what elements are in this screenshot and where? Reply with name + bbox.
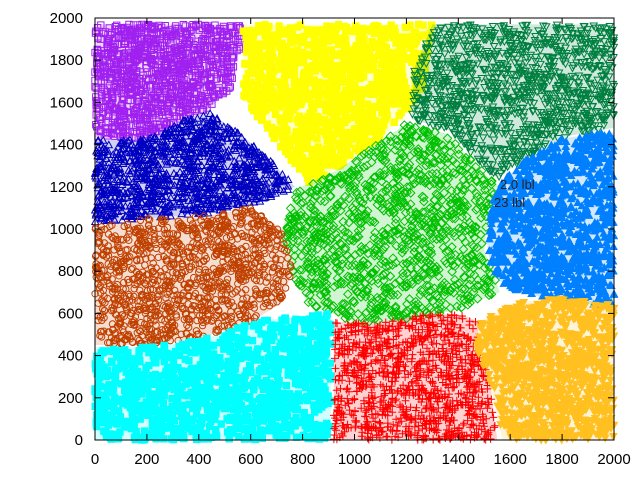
x-tick-label: 1200 <box>390 451 423 468</box>
x-tick-label: 200 <box>134 451 159 468</box>
y-tick-label: 800 <box>58 263 83 280</box>
x-tick-label: 600 <box>238 451 263 468</box>
series-10-points <box>472 295 619 445</box>
series-7-markers <box>91 204 295 349</box>
series-3-points <box>408 21 619 182</box>
x-tick-label: 2000 <box>597 451 630 468</box>
x-tick-label: 400 <box>186 451 211 468</box>
tick-labels: 0 200 400 600 800 1000 1200 1400 1600 1800 2000 0 20… <box>50 10 631 468</box>
y-tick-label: 1000 <box>50 221 83 238</box>
series-9-markers <box>329 311 499 444</box>
x-tick-label: 800 <box>290 451 315 468</box>
y-tick-label: 200 <box>58 390 83 407</box>
annotation-2: 23 lbl <box>494 195 525 210</box>
annotation-1: 2.0 lbl <box>500 177 535 192</box>
y-tick-label: 1400 <box>50 137 83 154</box>
y-tick-label: 400 <box>58 348 83 365</box>
y-tick-label: 0 <box>75 432 83 449</box>
x-tick-label: 0 <box>91 451 99 468</box>
series-6-markers <box>484 128 619 309</box>
series-8-markers <box>91 310 335 444</box>
y-tick-label: 2000 <box>50 10 83 27</box>
x-tick-label: 1600 <box>494 451 527 468</box>
x-tick-label: 1000 <box>338 451 371 468</box>
series-5-points <box>279 120 501 327</box>
y-tick-label: 600 <box>58 305 83 322</box>
y-tick-label: 1800 <box>50 52 83 69</box>
y-tick-label: 1200 <box>50 179 83 196</box>
y-tick-label: 1600 <box>50 94 83 111</box>
series-8-points <box>91 310 335 444</box>
series-3-markers <box>408 21 619 182</box>
x-tick-label: 1800 <box>545 451 578 468</box>
axes <box>94 17 615 441</box>
series-6-points <box>484 128 619 309</box>
series-10-markers <box>472 295 619 445</box>
series-7-points <box>91 204 295 349</box>
series-9-points <box>329 311 499 444</box>
series-5-markers <box>279 120 501 327</box>
data-points <box>90 20 619 445</box>
x-tick-label: 1400 <box>442 451 475 468</box>
